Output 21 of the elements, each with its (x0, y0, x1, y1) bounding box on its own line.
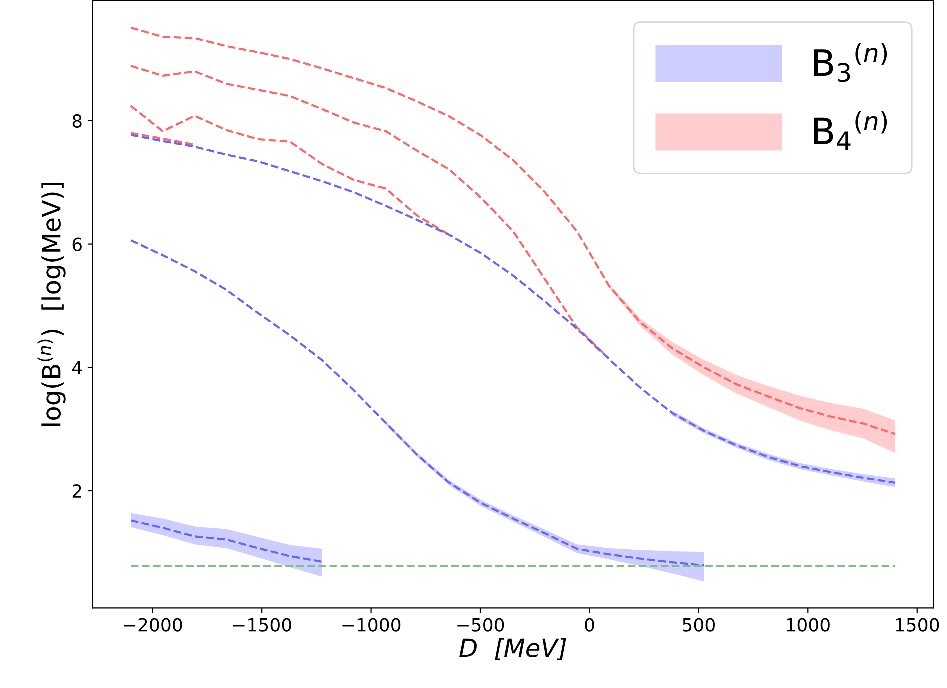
line-series (130, 26, 897, 436)
x-tick-label: −1500 (233, 618, 292, 632)
line-series (130, 65, 610, 360)
line-series (130, 240, 706, 567)
x-tick-label: 500 (683, 618, 715, 632)
x-axis-title: D [MeV] (460, 638, 566, 660)
y-tick-label: 2 (72, 484, 82, 498)
x-tick-label: 1500 (896, 618, 940, 632)
x-tick-label: 1000 (787, 618, 830, 632)
y-axis-title: log(B$^{(n)}$) [log(MeV)] (38, 182, 66, 426)
line-series (130, 105, 451, 236)
x-tick-label: −500 (458, 618, 504, 632)
x-tick-label: 0 (585, 618, 594, 632)
y-tick-label: 6 (72, 238, 82, 252)
legend-label: B$_{4}$$^{(n)}$ (814, 111, 888, 150)
x-tick-label: −2000 (124, 618, 182, 632)
y-tick-label: 8 (72, 114, 82, 128)
line-series (130, 520, 324, 563)
y-tick-label: 4 (72, 361, 82, 375)
x-tick-label: −1000 (342, 618, 401, 632)
legend-label: B$_{3}$$^{(n)}$ (814, 43, 888, 82)
